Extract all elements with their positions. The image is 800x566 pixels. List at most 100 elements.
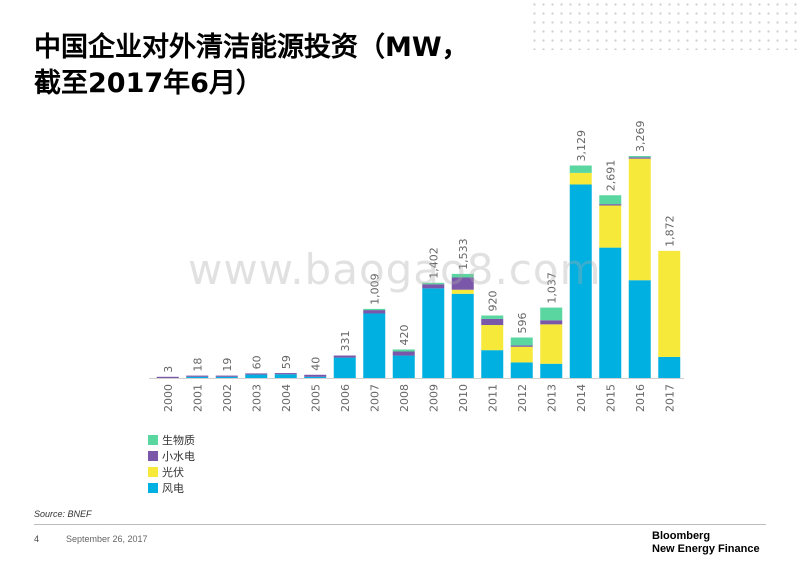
bar-segment-2011-0 bbox=[481, 350, 504, 378]
x-tick-label-2002: 2002 bbox=[221, 384, 234, 412]
bar-segment-2014-1 bbox=[569, 172, 592, 185]
bar-segment-2008-3 bbox=[392, 349, 415, 352]
brand-logo-text: Bloomberg New Energy Finance bbox=[652, 530, 760, 556]
bar-segment-2007-0 bbox=[363, 313, 386, 378]
bar-segment-2002-0 bbox=[215, 376, 238, 378]
legend-label-small-hydro: 小水电 bbox=[162, 450, 195, 463]
x-tick-label-2014: 2014 bbox=[575, 384, 588, 412]
bar-segment-2013-3 bbox=[540, 307, 563, 321]
bar-segment-2011-2 bbox=[481, 318, 504, 326]
bar-segment-2001-2 bbox=[186, 375, 209, 377]
bar-segment-2013-2 bbox=[540, 320, 563, 325]
legend-label-solar: 光伏 bbox=[162, 466, 184, 479]
x-tick-label-2001: 2001 bbox=[191, 384, 204, 412]
title-line-1: 中国企业对外清洁能源投资（MW， bbox=[34, 32, 469, 63]
x-tick-label-2007: 2007 bbox=[368, 384, 381, 412]
bar-segment-2017-1 bbox=[658, 250, 681, 357]
total-label-2005: 40 bbox=[309, 357, 322, 371]
decorative-dot-pattern bbox=[530, 0, 800, 50]
bar-segment-2001-0 bbox=[186, 376, 209, 378]
x-tick-label-2015: 2015 bbox=[604, 384, 617, 412]
bar-segment-2005-2 bbox=[304, 374, 327, 377]
bar-segment-2010-1 bbox=[451, 289, 474, 294]
bar-segment-2012-3 bbox=[510, 337, 533, 346]
bar-segment-2013-1 bbox=[540, 324, 563, 364]
bar-segment-2016-3 bbox=[628, 156, 651, 158]
x-tick-label-2005: 2005 bbox=[309, 384, 322, 412]
bar-segment-2005-0 bbox=[304, 376, 327, 378]
total-label-2016: 3,269 bbox=[634, 121, 647, 153]
legend-label-biomass: 生物质 bbox=[162, 434, 195, 447]
source-note: Source: BNEF bbox=[34, 509, 92, 519]
legend-item-wind: 风电 bbox=[148, 480, 195, 496]
bar-segment-2002-2 bbox=[215, 375, 238, 377]
legend-swatch-biomass bbox=[148, 435, 158, 445]
bar-segment-2016-2 bbox=[628, 157, 651, 159]
bar-segment-2009-3 bbox=[422, 282, 445, 285]
legend-item-small-hydro: 小水电 bbox=[148, 448, 195, 464]
title-line-2: 截至2017年6月） bbox=[34, 68, 263, 99]
legend-swatch-small-hydro bbox=[148, 451, 158, 461]
bar-segment-2017-0 bbox=[658, 356, 681, 378]
footer-date: September 26, 2017 bbox=[66, 534, 148, 544]
x-tick-label-2010: 2010 bbox=[457, 384, 470, 412]
bar-segment-2006-2 bbox=[333, 355, 356, 358]
total-label-2015: 2,691 bbox=[604, 160, 617, 192]
bar-segment-2016-0 bbox=[628, 280, 651, 378]
bar-segment-2003-0 bbox=[245, 374, 268, 378]
total-label-2002: 19 bbox=[221, 358, 234, 372]
bar-segment-2011-1 bbox=[481, 325, 504, 351]
x-tick-label-2017: 2017 bbox=[663, 384, 676, 412]
watermark-text: www.baogao8.com bbox=[188, 245, 602, 294]
total-label-2009: 1,402 bbox=[427, 247, 440, 279]
bar-segment-2004-2 bbox=[274, 373, 297, 375]
total-label-2006: 331 bbox=[339, 331, 352, 352]
x-tick-label-2016: 2016 bbox=[634, 384, 647, 412]
x-tick-label-2003: 2003 bbox=[250, 384, 263, 412]
bar-segment-2012-2 bbox=[510, 345, 533, 347]
bar-segment-2009-0 bbox=[422, 288, 445, 378]
bar-segment-2015-0 bbox=[599, 247, 622, 378]
bar-segment-2006-0 bbox=[333, 357, 356, 378]
total-label-2011: 920 bbox=[486, 291, 499, 312]
x-tick-label-2013: 2013 bbox=[545, 384, 558, 412]
footer-divider bbox=[34, 524, 766, 525]
bar-segment-2010-0 bbox=[451, 293, 474, 378]
legend-swatch-solar bbox=[148, 467, 158, 477]
bar-segment-2013-0 bbox=[540, 363, 563, 378]
bar-segment-2014-0 bbox=[569, 184, 592, 378]
bar-segment-2008-0 bbox=[392, 355, 415, 378]
total-label-2014: 3,129 bbox=[575, 130, 588, 162]
legend-label-wind: 风电 bbox=[162, 482, 184, 495]
total-label-2007: 1,009 bbox=[368, 273, 381, 305]
bar-segment-2012-0 bbox=[510, 362, 533, 378]
total-label-2017: 1,872 bbox=[663, 215, 676, 247]
legend-item-solar: 光伏 bbox=[148, 464, 195, 480]
x-tick-label-2008: 2008 bbox=[398, 384, 411, 412]
bar-segment-2007-2 bbox=[363, 310, 386, 314]
brand-line-1: Bloomberg bbox=[652, 530, 711, 542]
x-tick-label-2000: 2000 bbox=[162, 384, 175, 412]
bar-segment-2011-3 bbox=[481, 315, 504, 319]
brand-line-2: New Energy Finance bbox=[652, 543, 760, 555]
x-tick-label-2009: 2009 bbox=[427, 384, 440, 412]
legend-item-biomass: 生物质 bbox=[148, 432, 195, 448]
bar-segment-2007-3 bbox=[363, 308, 386, 311]
bar-segment-2015-3 bbox=[599, 195, 622, 205]
x-tick-label-2006: 2006 bbox=[339, 384, 352, 412]
x-tick-label-2012: 2012 bbox=[516, 384, 529, 412]
total-label-2000: 3 bbox=[162, 366, 175, 373]
total-label-2012: 596 bbox=[516, 313, 529, 334]
bar-segment-2015-2 bbox=[599, 204, 622, 206]
chart-legend: 生物质 小水电 光伏 风电 bbox=[148, 432, 195, 496]
page-title: 中国企业对外清洁能源投资（MW， 截至2017年6月） bbox=[34, 30, 554, 102]
bar-segment-2004-0 bbox=[274, 374, 297, 378]
bar-segment-2016-1 bbox=[628, 158, 651, 281]
bar-segment-2014-3 bbox=[569, 165, 592, 173]
bar-segment-2010-3 bbox=[451, 273, 474, 278]
total-label-2010: 1,533 bbox=[457, 238, 470, 270]
x-tick-label-2011: 2011 bbox=[486, 384, 499, 412]
total-label-2013: 1,037 bbox=[545, 272, 558, 304]
bar-segment-2008-2 bbox=[392, 351, 415, 356]
